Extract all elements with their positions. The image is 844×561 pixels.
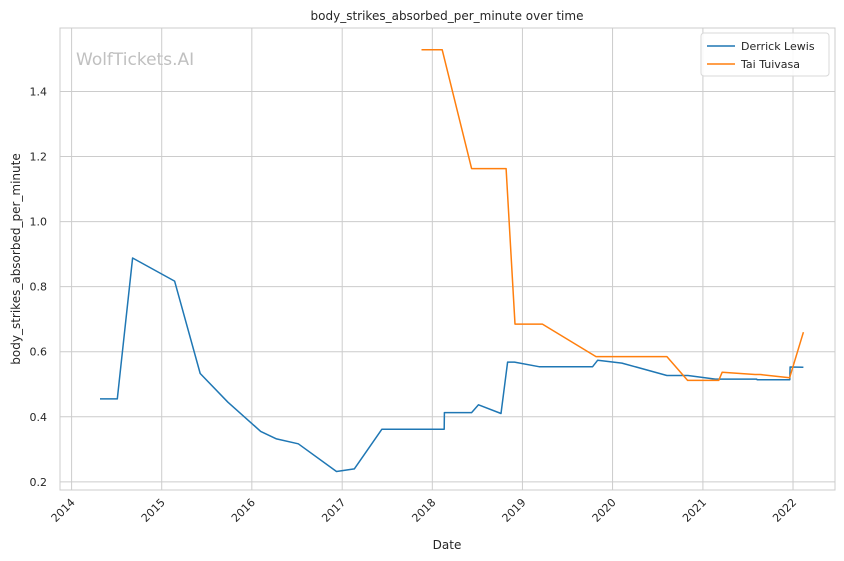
x-axis-title: Date bbox=[433, 538, 462, 552]
series-line-derrick-lewis bbox=[100, 257, 804, 473]
watermark: WolfTickets.AI bbox=[76, 50, 194, 70]
plot-frame bbox=[59, 27, 836, 491]
y-tick-label: 0.8 bbox=[30, 281, 48, 294]
legend-box bbox=[700, 32, 830, 77]
legend: Derrick Lewis Tai Tuivasa bbox=[700, 32, 830, 77]
y-axis-ticks: 0.2 0.4 0.6 0.8 1.0 1.2 1.4 bbox=[30, 85, 48, 488]
y-axis-title: body_strikes_absorbed_per_minute bbox=[9, 153, 23, 364]
legend-label: Tai Tuivasa bbox=[740, 58, 800, 71]
y-tick-label: 0.6 bbox=[30, 346, 48, 359]
y-tick-label: 1.4 bbox=[30, 85, 48, 98]
y-tick-label: 0.2 bbox=[30, 476, 48, 489]
gridlines bbox=[60, 28, 835, 490]
y-tick-label: 0.4 bbox=[30, 411, 48, 424]
legend-label: Derrick Lewis bbox=[741, 40, 815, 53]
chart-title: body_strikes_absorbed_per_minute over ti… bbox=[311, 9, 584, 23]
y-tick-label: 1.0 bbox=[30, 216, 48, 229]
series-lines bbox=[100, 49, 805, 473]
y-tick-label: 1.2 bbox=[30, 151, 48, 164]
series-line-tai-tuivasa bbox=[421, 49, 805, 382]
